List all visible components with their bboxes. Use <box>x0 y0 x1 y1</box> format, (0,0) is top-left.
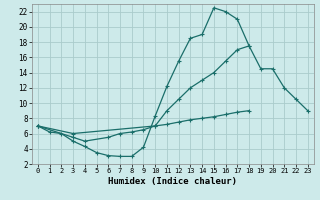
X-axis label: Humidex (Indice chaleur): Humidex (Indice chaleur) <box>108 177 237 186</box>
